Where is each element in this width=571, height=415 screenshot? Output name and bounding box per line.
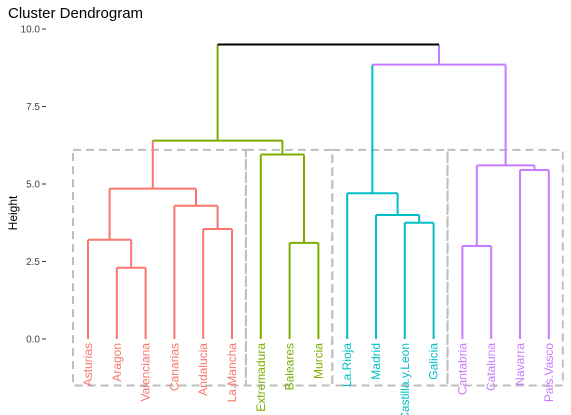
dendrogram-branches <box>87 43 550 339</box>
leaf-label-16: Pais.Vasco <box>542 343 556 402</box>
leaf-label-10: Madrid <box>369 343 383 380</box>
leaf-label-9: La.Rioja <box>340 343 354 387</box>
chart-title: Cluster Dendrogram <box>8 5 143 22</box>
cluster-box-3 <box>331 148 449 387</box>
leaf-label-8: Murcia <box>311 343 325 379</box>
leaf-label-4: Andalucia <box>196 343 210 396</box>
leaf-label-11: Castilla.y.Leon <box>398 343 412 415</box>
y-axis: 0.0 2.5 5.0 7.5 10.0 <box>21 25 46 346</box>
leaf-label-6: Extremadura <box>254 343 268 412</box>
leaf-label-0: Asturias <box>81 343 95 386</box>
leaf-label-2: Valenciana <box>139 343 153 402</box>
leaf-label-12: Galicia <box>427 343 441 380</box>
y-tick-label-0: 0.0 <box>26 335 40 346</box>
y-tick-label-4: 10.0 <box>21 25 41 36</box>
leaf-label-1: Aragon <box>110 343 124 382</box>
leaf-label-5: La.Mancha <box>225 343 239 403</box>
leaf-label-3: Canarias <box>167 343 181 391</box>
y-tick-label-2: 5.0 <box>26 180 40 191</box>
leaf-labels: Asturias Aragon Valenciana Canarias Andaluci… <box>81 343 556 415</box>
leaf-label-13: Cantabria <box>455 343 469 395</box>
leaf-label-15: Navarra <box>513 343 527 386</box>
cluster-box-2 <box>244 148 334 387</box>
y-axis-label: Height <box>6 195 20 230</box>
leaf-label-7: Baleares <box>283 343 297 390</box>
leaf-label-14: Cataluna <box>484 343 498 391</box>
y-tick-label-1: 2.5 <box>26 257 40 268</box>
y-tick-label-3: 7.5 <box>26 102 40 113</box>
cluster-box-1 <box>72 148 247 387</box>
